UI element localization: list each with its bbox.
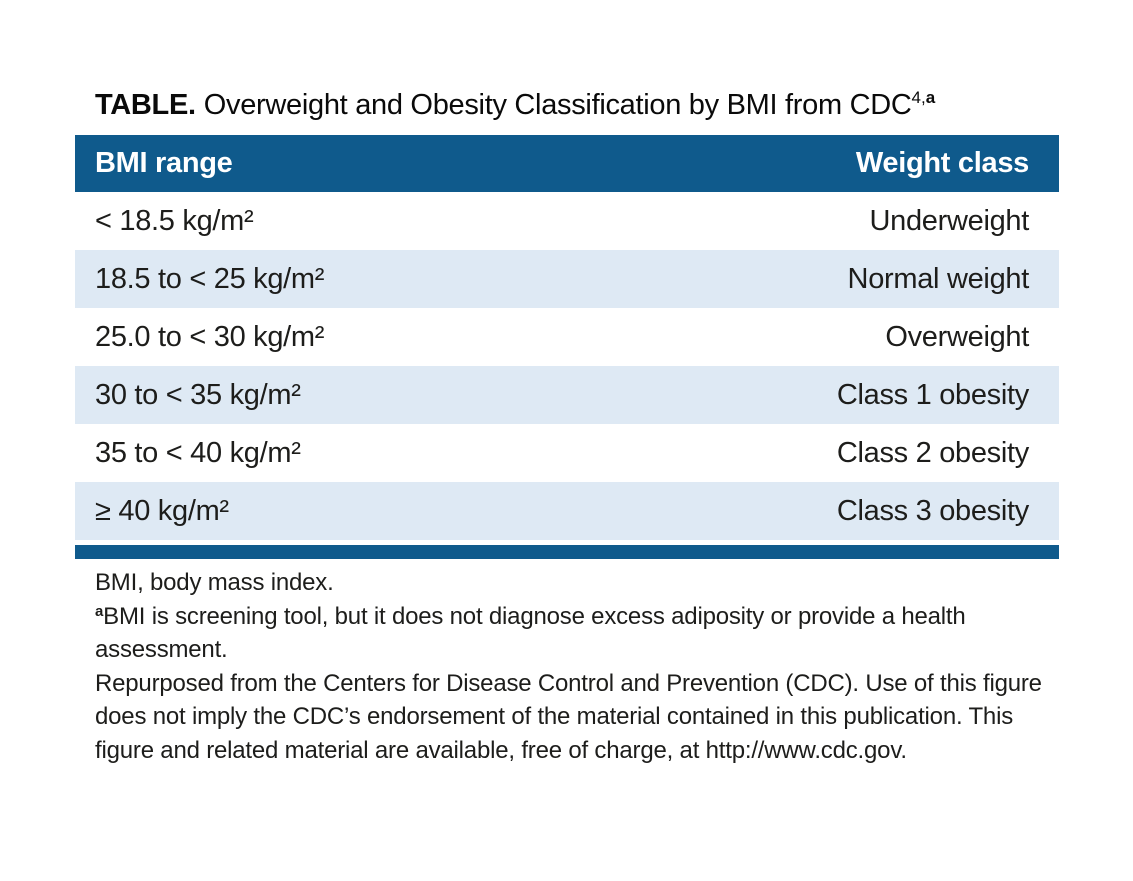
bmi-range-cell: < 18.5 kg/m² — [95, 204, 254, 237]
table-row-class-1-obesity: 30 to < 35 kg/m² Class 1 obesity — [75, 366, 1059, 424]
weight-class-cell: Underweight — [869, 204, 1029, 237]
bmi-range-cell: 35 to < 40 kg/m² — [95, 436, 301, 469]
column-header-bmi-range: BMI range — [95, 147, 233, 179]
table-header-row: BMI range Weight class — [75, 135, 1059, 192]
table-bottom-rule — [75, 545, 1059, 559]
table-title-text: Overweight and Obesity Classification by… — [203, 89, 912, 121]
table-title: TABLE. Overweight and Obesity Classificat… — [95, 88, 1105, 122]
bmi-range-cell: 18.5 to < 25 kg/m² — [95, 262, 325, 295]
footnote-a-text: BMI is screening tool, but it does not d… — [95, 602, 966, 664]
table-footnotes: BMI, body mass index. aBMI is screening … — [95, 566, 1047, 767]
footnote-a: aBMI is screening tool, but it does not … — [95, 600, 1047, 667]
table-row-class-3-obesity: ≥ 40 kg/m² Class 3 obesity — [75, 482, 1059, 540]
weight-class-cell: Class 2 obesity — [836, 436, 1029, 469]
column-header-weight-class: Weight class — [855, 147, 1029, 179]
bmi-classification-table: BMI range Weight class < 18.5 kg/m² Unde… — [75, 135, 1059, 540]
bmi-range-cell: 30 to < 35 kg/m² — [95, 378, 301, 411]
title-footnote-marker: a — [925, 88, 936, 107]
weight-class-cell: Class 3 obesity — [836, 494, 1029, 527]
table-row-class-2-obesity: 35 to < 40 kg/m² Class 2 obesity — [75, 424, 1059, 482]
footnote-abbreviation: BMI, body mass index. — [95, 569, 334, 596]
footnote-attribution: Repurposed from the Centers for Disease … — [95, 669, 1042, 764]
bmi-range-cell: ≥ 40 kg/m² — [95, 494, 229, 527]
footnote-a-marker: a — [95, 602, 104, 620]
table-row-underweight: < 18.5 kg/m² Underweight — [75, 192, 1059, 250]
weight-class-cell: Overweight — [885, 320, 1029, 353]
title-superscript: 4,a — [912, 88, 936, 107]
table-row-overweight: 25.0 to < 30 kg/m² Overweight — [75, 308, 1059, 366]
table-row-normal-weight: 18.5 to < 25 kg/m² Normal weight — [75, 250, 1059, 308]
title-citation-number: 4, — [911, 88, 926, 107]
weight-class-cell: Class 1 obesity — [836, 378, 1029, 411]
weight-class-cell: Normal weight — [847, 262, 1030, 295]
table-title-label: TABLE. — [95, 89, 196, 121]
bmi-range-cell: 25.0 to < 30 kg/m² — [95, 320, 325, 353]
